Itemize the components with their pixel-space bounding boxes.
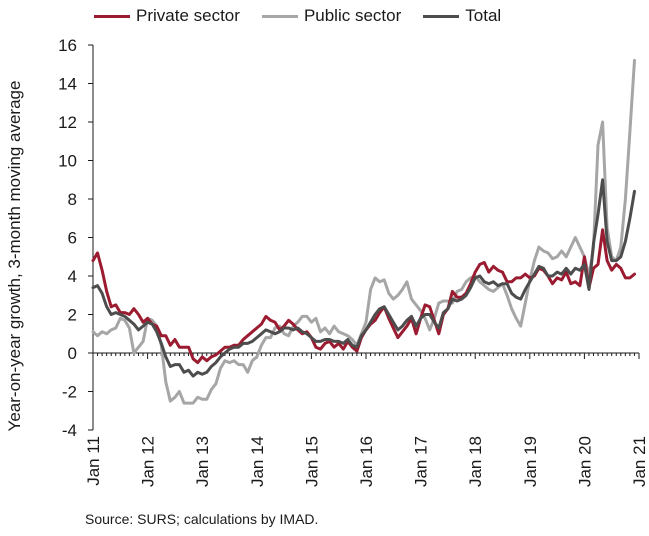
legend-swatch-total [423, 14, 460, 18]
legend-swatch-private [94, 14, 130, 18]
y-tick-label: 2 [68, 306, 77, 325]
legend-item-total: Total [423, 6, 501, 26]
y-tick-label: 6 [68, 229, 77, 248]
x-tick-label: Jan 16 [357, 436, 376, 487]
chart-legend: Private sector Public sector Total [94, 4, 523, 28]
y-tick-label: 0 [68, 344, 77, 363]
y-tick-label: 16 [58, 36, 77, 55]
series-line-private [91, 228, 636, 365]
x-tick-label: Jan 17 [412, 436, 431, 487]
x-tick-label: Jan 15 [302, 436, 321, 487]
legend-label-private: Private sector [136, 6, 240, 25]
series-lines [91, 58, 636, 405]
x-tick-label: Jan 19 [521, 436, 540, 487]
y-tick-label: 4 [68, 267, 77, 286]
y-tick-label: -4 [62, 421, 77, 440]
source-note: Source: SURS; calculations by IMAD. [85, 511, 319, 527]
y-tick-label: 12 [58, 113, 77, 132]
legend-label-total: Total [465, 6, 502, 25]
x-axis-ticks: Jan 11 Jan 12 Jan 13 Jan 14 Jan 15 Jan 16 Jan … [84, 353, 649, 487]
x-tick-label: Jan 18 [466, 436, 485, 487]
x-tick-label: Jan 11 [84, 436, 103, 486]
y-tick-label: 10 [58, 152, 77, 171]
x-tick-label: Jan 20 [575, 436, 594, 487]
legend-item-public: Public sector [261, 6, 402, 26]
series-line-public [91, 58, 636, 405]
x-tick-label: Jan 21 [630, 436, 649, 487]
y-axis-ticks: -4 -2 0 2 4 6 8 10 12 14 16 [58, 36, 93, 440]
y-tick-label: 14 [58, 75, 77, 94]
series-line-total [91, 178, 636, 378]
legend-swatch-public [261, 14, 298, 18]
x-tick-label: Jan 13 [193, 436, 212, 487]
legend-label-public: Public sector [303, 6, 402, 25]
x-tick-label: Jan 14 [248, 436, 267, 487]
x-tick-label: Jan 12 [139, 436, 158, 487]
legend-item-private: Private sector [94, 6, 240, 26]
y-axis-label: Year-on-year growth, 3-month moving aver… [5, 81, 24, 432]
chart-axes [92, 45, 639, 430]
y-tick-label: 8 [68, 190, 77, 209]
y-tick-label: -2 [62, 383, 77, 402]
